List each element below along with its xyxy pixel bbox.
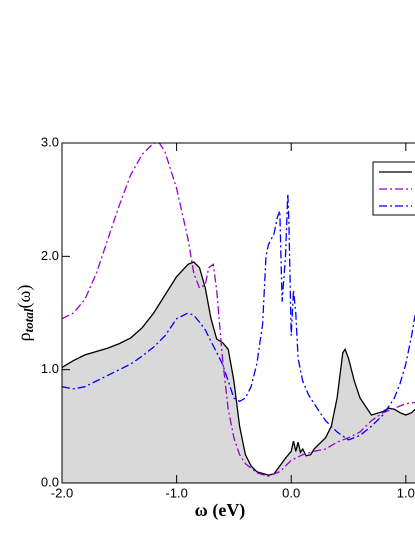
y-tick-label: 3.0 xyxy=(41,134,59,149)
x-axis-label: ω (eV) xyxy=(195,500,246,521)
y-label-main: ρ xyxy=(14,332,34,341)
x-tick-label: 1.0 xyxy=(397,485,415,500)
plot-area xyxy=(61,142,415,483)
x-tick-label: 0.0 xyxy=(282,485,300,500)
y-tick-label: 2.0 xyxy=(41,248,59,263)
y-tick-label: 0.0 xyxy=(41,474,59,489)
y-label-sub: total xyxy=(21,308,36,332)
y-axis-label: ρtotal(ω) xyxy=(14,285,36,342)
y-label-tail: (ω) xyxy=(14,285,35,309)
x-tick-label: -2.0 xyxy=(51,485,73,500)
series-line xyxy=(61,193,415,441)
area-fill xyxy=(62,262,415,483)
x-tick-label: -1.0 xyxy=(165,485,187,500)
y-tick-label: 1.0 xyxy=(41,361,59,376)
series-line xyxy=(61,142,415,477)
plot-frame xyxy=(61,142,415,484)
series-line xyxy=(61,261,415,476)
